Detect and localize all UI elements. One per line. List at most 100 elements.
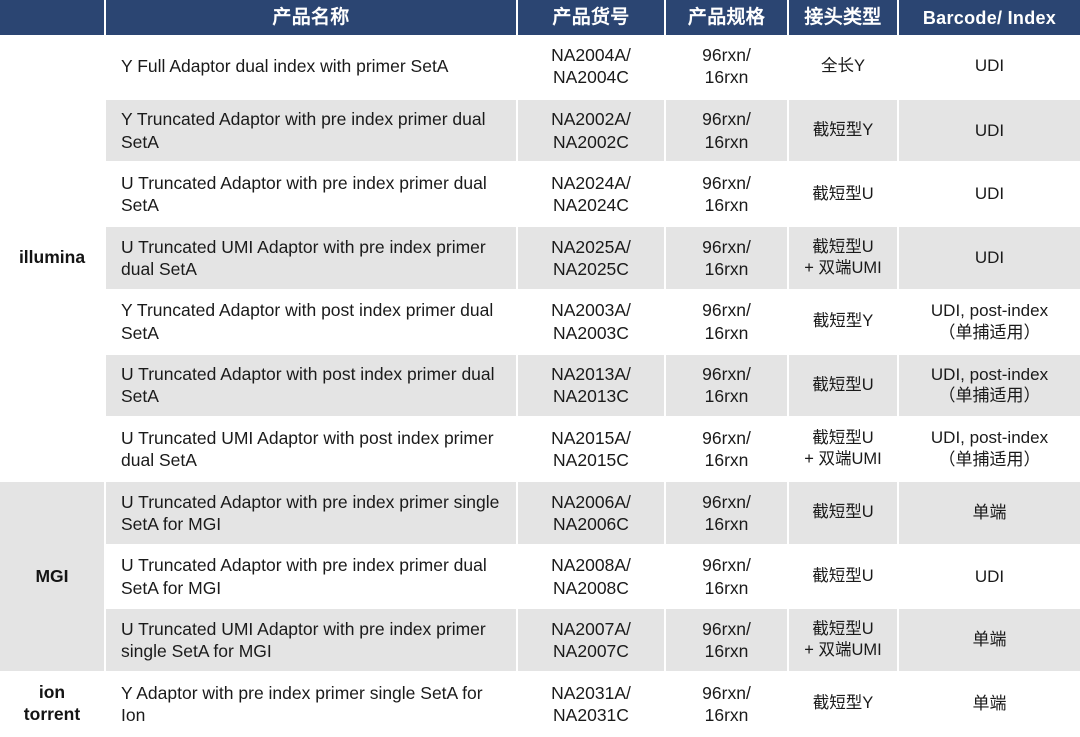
vendor-label: illumina — [18, 246, 86, 267]
cell-product-spec-line1: 96rxn/ — [702, 109, 751, 130]
cell-barcode-index: UDI — [898, 226, 1080, 291]
cell-product-spec-line2: 16rxn — [704, 67, 749, 88]
cell-product-spec: 96rxn/16rxn — [665, 608, 789, 674]
cell-adapter-type: 截短型Y — [788, 289, 899, 355]
cell-product-spec-line2: 16rxn — [704, 195, 749, 216]
cell-adapter-type: 截短型U + 双端UMI — [788, 608, 899, 674]
cell-adapter-type-line1: 截短型U — [812, 375, 874, 394]
cell-product-code-line2: NA2013C — [553, 386, 629, 407]
cell-product-spec: 96rxn/16rxn — [665, 226, 789, 291]
column-header-barcode-index: Barcode/ Index — [898, 0, 1080, 35]
cell-product-code-line2: NA2006C — [553, 513, 629, 534]
table-row: U Truncated UMI Adaptor with post index … — [0, 417, 1080, 483]
cell-product-name: Y Adaptor with pre index primer single S… — [105, 672, 518, 737]
vendor-label: MGI — [35, 565, 69, 586]
cell-product-code-line1: NA2002A/ — [551, 109, 631, 130]
cell-product-spec: 96rxn/16rxn — [665, 481, 789, 546]
cell-product-name: U Truncated UMI Adaptor with post index … — [105, 417, 518, 483]
cell-barcode-index: UDI, post-index （单捕适用） — [898, 417, 1080, 483]
table-row: U Truncated Adaptor with pre index prime… — [0, 544, 1080, 610]
cell-product-code: NA2031A/NA2031C — [517, 672, 666, 737]
cell-product-spec-line1: 96rxn/ — [702, 172, 751, 193]
cell-product-spec-line2: 16rxn — [704, 259, 749, 280]
cell-product-code: NA2003A/NA2003C — [517, 289, 666, 355]
cell-product-code: NA2004A/NA2004C — [517, 35, 666, 100]
cell-adapter-type-line1: 截短型U — [812, 184, 874, 203]
cell-adapter-type: 截短型U + 双端UMI — [788, 417, 899, 483]
cell-barcode-index-line1: UDI, post-index — [930, 300, 1049, 320]
cell-product-name: U Truncated Adaptor with pre index prime… — [105, 544, 518, 610]
cell-barcode-index: UDI — [898, 544, 1080, 610]
cell-adapter-type-line1: 截短型Y — [812, 312, 874, 331]
cell-product-code-line2: NA2002C — [553, 131, 629, 152]
cell-adapter-type: 截短型U — [788, 162, 899, 228]
cell-barcode-index-line1: 单端 — [972, 694, 1007, 714]
cell-product-code-line1: NA2003A/ — [551, 300, 631, 321]
cell-adapter-type-line1: 截短型Y — [812, 694, 874, 713]
cell-barcode-index-line1: UDI — [974, 248, 1005, 268]
table-row: U Truncated UMI Adaptor with pre index p… — [0, 608, 1080, 674]
cell-product-code-line1: NA2004A/ — [551, 44, 631, 65]
cell-product-code-line2: NA2007C — [553, 641, 629, 662]
cell-barcode-index: UDI — [898, 35, 1080, 100]
cell-barcode-index: UDI, post-index （单捕适用） — [898, 289, 1080, 355]
column-header-product-spec: 产品规格 — [665, 0, 789, 35]
cell-adapter-type-line1: 截短型Y — [812, 121, 874, 140]
table-row: illumina Y Full Adaptor dual index with p… — [0, 35, 1080, 483]
cell-product-code: NA2002A/NA2002C — [517, 98, 666, 164]
cell-barcode-index: UDI, post-index （单捕适用） — [898, 353, 1080, 419]
cell-product-code-line1: NA2007A/ — [551, 618, 631, 639]
cell-adapter-type-line1: 截短型U — [812, 503, 874, 522]
cell-adapter-type: 截短型U — [788, 481, 899, 546]
cell-product-code-line1: NA2025A/ — [551, 236, 631, 257]
cell-barcode-index-line1: 单端 — [972, 630, 1007, 650]
vendor-cell-mgi: MGI — [0, 481, 106, 674]
cell-barcode-index: 单端 — [898, 608, 1080, 674]
cell-product-spec: 96rxn/16rxn — [665, 35, 789, 100]
cell-product-spec: 96rxn/16rxn — [665, 98, 789, 164]
cell-product-code-line1: NA2015A/ — [551, 427, 631, 448]
cell-product-spec-line1: 96rxn/ — [702, 364, 751, 385]
cell-barcode-index-line1: UDI, post-index — [930, 428, 1049, 448]
column-header-product-name: 产品名称 — [105, 0, 518, 35]
cell-product-spec: 96rxn/16rxn — [665, 544, 789, 610]
header-row: 产品名称 产品货号 产品规格 接头类型 Barcode/ Index — [0, 0, 1080, 35]
cell-product-spec-line2: 16rxn — [704, 322, 749, 343]
cell-product-spec-line1: 96rxn/ — [702, 236, 751, 257]
cell-barcode-index: 单端 — [898, 672, 1080, 737]
cell-product-code-line2: NA2025C — [553, 259, 629, 280]
column-header-vendor — [0, 0, 106, 35]
cell-barcode-index-line1: UDI — [974, 566, 1005, 586]
cell-barcode-index-line1: UDI — [974, 56, 1005, 76]
cell-product-spec: 96rxn/16rxn — [665, 353, 789, 419]
cell-product-code-line2: NA2015C — [553, 450, 629, 471]
cell-product-code: NA2006A/NA2006C — [517, 481, 666, 546]
cell-product-spec: 96rxn/16rxn — [665, 162, 789, 228]
cell-adapter-type: 截短型Y — [788, 672, 899, 737]
cell-product-spec-line2: 16rxn — [704, 131, 749, 152]
cell-product-name: Y Truncated Adaptor with post index prim… — [105, 289, 518, 355]
column-header-product-code: 产品货号 — [517, 0, 666, 35]
table-header: 产品名称 产品货号 产品规格 接头类型 Barcode/ Index — [0, 0, 1080, 35]
cell-adapter-type-line1: 全长Y — [820, 56, 865, 75]
cell-product-spec-line1: 96rxn/ — [702, 618, 751, 639]
cell-product-code-line1: NA2008A/ — [551, 555, 631, 576]
cell-product-spec-line2: 16rxn — [704, 705, 749, 726]
cell-product-name: Y Full Adaptor dual index with primer Se… — [105, 35, 518, 100]
cell-adapter-type-line2: + 双端UMI — [804, 450, 882, 469]
table-row: U Truncated Adaptor with pre index prime… — [0, 162, 1080, 228]
cell-barcode-index-line1: 单端 — [972, 503, 1007, 523]
cell-product-code: NA2025A/NA2025C — [517, 226, 666, 291]
cell-product-code: NA2013A/NA2013C — [517, 353, 666, 419]
cell-product-code-line2: NA2024C — [553, 195, 629, 216]
vendor-cell-illumina: illumina — [0, 35, 106, 483]
cell-barcode-index-line1: UDI, post-index — [930, 364, 1049, 384]
cell-barcode-index-line2: （单捕适用） — [938, 386, 1041, 406]
cell-barcode-index: UDI — [898, 98, 1080, 164]
cell-product-code-line1: NA2006A/ — [551, 491, 631, 512]
cell-adapter-type: 截短型U — [788, 544, 899, 610]
cell-product-spec-line1: 96rxn/ — [702, 682, 751, 703]
cell-product-spec-line2: 16rxn — [704, 450, 749, 471]
cell-product-code-line2: NA2008C — [553, 577, 629, 598]
